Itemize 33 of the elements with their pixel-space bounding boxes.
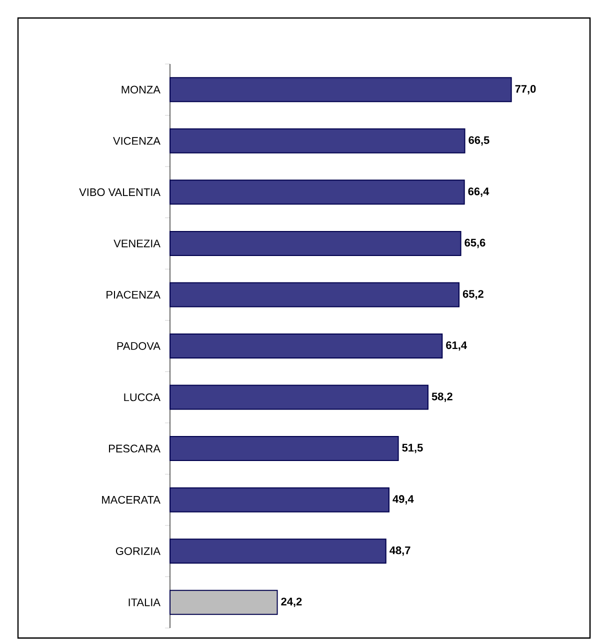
y-tick-label: VENEZIA <box>114 240 160 248</box>
bar <box>170 333 443 358</box>
bar <box>170 230 462 256</box>
y-tick-label: PESCARA <box>109 444 160 452</box>
bar <box>170 436 399 462</box>
data-label: 65,6 <box>464 238 486 248</box>
y-tick-label: GORIZIA <box>116 547 160 555</box>
bar <box>170 538 386 564</box>
y-tick-label: LUCCA <box>124 393 160 402</box>
bar <box>170 590 278 615</box>
data-label: 77,0 <box>515 84 536 94</box>
bar <box>170 282 460 308</box>
y-tick-label: MACERATA <box>102 496 160 504</box>
bar <box>170 487 390 512</box>
data-label: 51,5 <box>402 444 423 454</box>
y-tick-label: VIBO VALENTIA <box>79 188 160 196</box>
data-label: 65,2 <box>462 290 484 300</box>
y-tick-label: VICENZA <box>113 137 160 145</box>
data-label: 61,4 <box>446 341 467 351</box>
bar <box>170 128 466 154</box>
data-label: 58,2 <box>432 392 452 402</box>
y-tick-label: PIACENZA <box>106 290 160 299</box>
data-label: 66,5 <box>468 136 490 146</box>
y-tick-label: ITALIA <box>128 598 160 606</box>
bar <box>170 77 512 102</box>
data-label: 24,2 <box>281 598 302 608</box>
bar <box>170 180 465 205</box>
y-tick-label: MONZA <box>122 86 160 94</box>
bar <box>170 384 428 410</box>
data-label: 49,4 <box>392 495 414 504</box>
y-tick-label: PADOVA <box>117 342 160 350</box>
data-label: 66,4 <box>468 188 490 197</box>
data-label: 48,7 <box>390 546 410 556</box>
